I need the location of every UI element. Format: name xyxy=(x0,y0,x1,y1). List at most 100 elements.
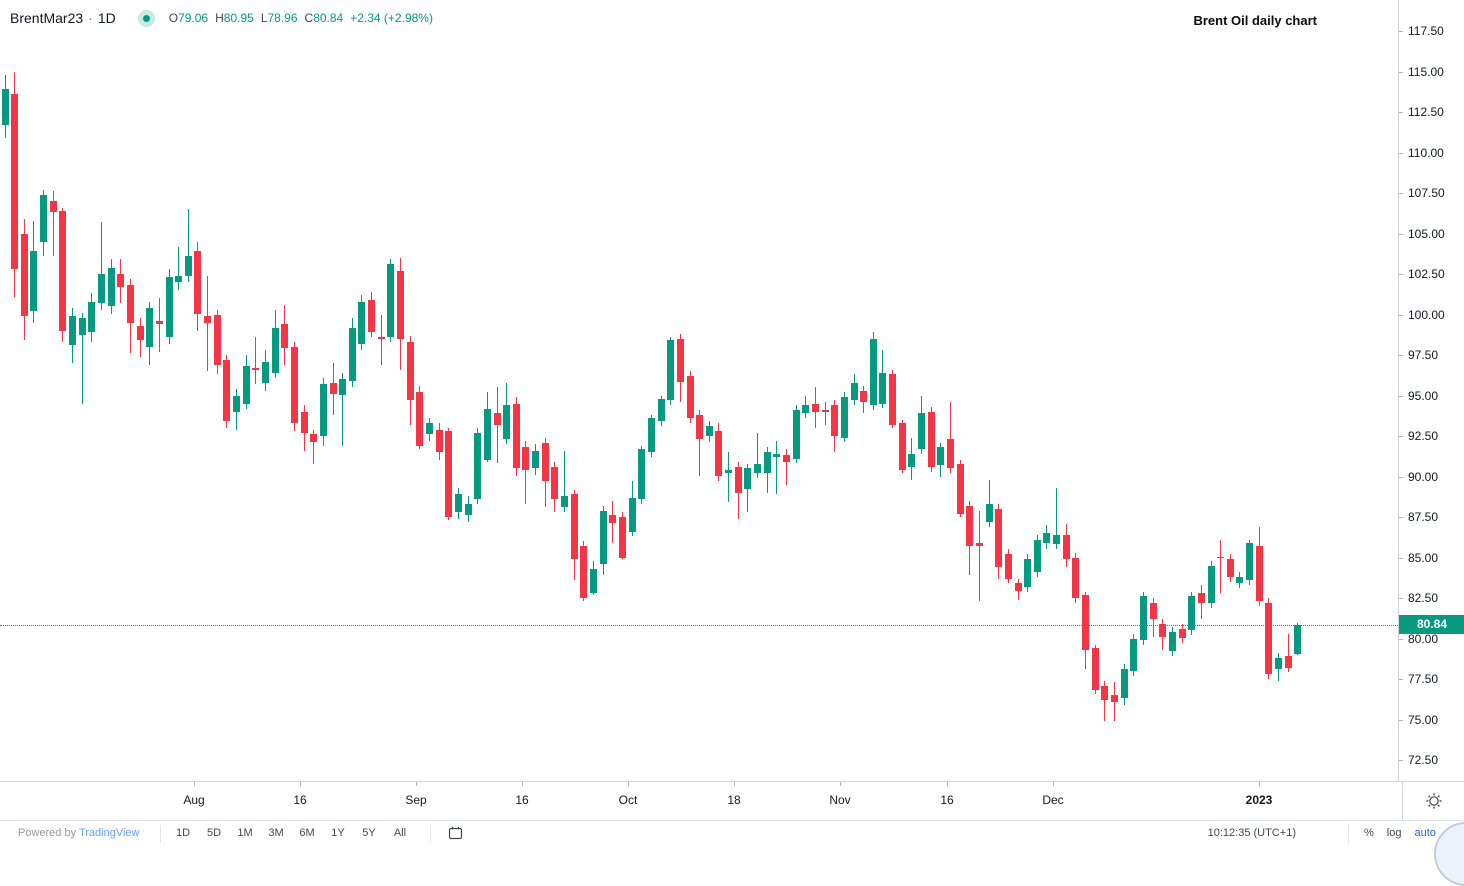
price-axis-tick xyxy=(1399,558,1403,559)
candle-wick xyxy=(178,247,179,291)
time-axis-tick xyxy=(1053,782,1054,786)
candle-body xyxy=(687,376,694,418)
price-axis-label: 100.00 xyxy=(1408,308,1445,322)
toolbar-separator xyxy=(1348,825,1349,843)
candle-body xyxy=(243,366,250,403)
candle-body xyxy=(397,271,404,339)
candle-body xyxy=(571,494,578,559)
candle-body xyxy=(194,251,201,314)
candle-body xyxy=(1236,577,1243,584)
candle-body xyxy=(648,418,655,452)
price-axis-tick xyxy=(1399,598,1403,599)
time-axis-label: 16 xyxy=(515,793,528,807)
candle-body xyxy=(98,274,105,303)
change-readout: +2.34 (+2.98%) xyxy=(350,11,433,25)
candle-body xyxy=(744,468,751,489)
axis-settings-corner[interactable] xyxy=(1402,781,1464,820)
calendar-icon[interactable] xyxy=(448,826,463,843)
candle-body xyxy=(358,302,365,344)
candle-body xyxy=(455,494,462,512)
candle-body xyxy=(966,506,973,547)
candle-body xyxy=(301,412,308,433)
price-axis-label: 85.00 xyxy=(1408,551,1438,565)
candle-body xyxy=(272,328,279,373)
candle-body xyxy=(88,302,95,333)
price-axis-label: 82.50 xyxy=(1408,591,1438,605)
range-button-1m[interactable]: 1M xyxy=(234,827,256,839)
range-button-all[interactable]: All xyxy=(389,827,411,839)
price-axis-label: 72.50 xyxy=(1408,753,1438,767)
time-axis-tick xyxy=(1259,782,1260,786)
toolbar-separator xyxy=(430,825,431,843)
time-axis-tick xyxy=(628,782,629,786)
legend-separator: · xyxy=(88,10,93,26)
scale-button-percent[interactable]: % xyxy=(1364,827,1374,839)
candle-body xyxy=(40,195,47,242)
tradingview-link[interactable]: TradingView xyxy=(79,827,140,839)
candle-body xyxy=(233,396,240,412)
candle-body xyxy=(69,316,76,345)
ohlc-item: C80.84 xyxy=(305,11,344,25)
range-button-1y[interactable]: 1Y xyxy=(327,827,349,839)
candle-body xyxy=(590,569,597,593)
candle-body xyxy=(416,392,423,446)
candle-body xyxy=(1101,686,1108,701)
candle-body xyxy=(1265,603,1272,674)
ohlc-key: O xyxy=(169,11,178,25)
symbol-title[interactable]: BrentMar23 xyxy=(10,10,83,26)
candle-body xyxy=(117,274,124,287)
candle-body xyxy=(79,318,86,336)
price-axis-label: 110.00 xyxy=(1408,146,1444,160)
candle-body xyxy=(995,509,1002,567)
ohlc-key: C xyxy=(305,11,314,25)
candle-body xyxy=(542,443,549,482)
candle-body xyxy=(735,467,742,493)
price-axis-tick xyxy=(1399,436,1403,437)
range-button-3m[interactable]: 3M xyxy=(265,827,287,839)
candle-body xyxy=(310,434,317,442)
ohlc-value: 80.84 xyxy=(313,11,343,25)
candle-body xyxy=(185,256,192,275)
candle-wick xyxy=(728,452,729,502)
candle-body xyxy=(667,340,674,400)
candle-body xyxy=(532,451,539,469)
time-axis-label: Oct xyxy=(619,793,638,807)
market-status-dot-icon[interactable] xyxy=(138,10,155,27)
scale-button-log[interactable]: log xyxy=(1387,827,1402,839)
ohlc-key: H xyxy=(215,11,224,25)
scale-button-auto[interactable]: auto xyxy=(1414,827,1435,839)
candle-body xyxy=(658,399,665,422)
candle-wick xyxy=(381,315,382,365)
candle-body xyxy=(1111,695,1118,702)
price-axis-label: 97.50 xyxy=(1408,348,1438,362)
candle-body xyxy=(822,410,829,412)
candle-body xyxy=(696,415,703,439)
candle-body xyxy=(899,423,906,470)
candle-body xyxy=(339,379,346,395)
price-axis-tick xyxy=(1399,193,1403,194)
candle-body xyxy=(1198,593,1205,603)
candle-body xyxy=(1063,535,1070,559)
candle-body xyxy=(609,515,616,523)
range-button-5d[interactable]: 5D xyxy=(203,827,225,839)
interval-label[interactable]: 1D xyxy=(98,10,116,26)
candle-body xyxy=(600,511,607,565)
candle-body xyxy=(937,447,944,465)
candle-wick xyxy=(786,449,787,485)
range-button-5y[interactable]: 5Y xyxy=(358,827,380,839)
candle-wick xyxy=(825,402,826,425)
toolbar-separator xyxy=(160,825,161,843)
price-axis-tick xyxy=(1399,234,1403,235)
candle-body xyxy=(484,409,491,461)
candle-body xyxy=(1092,648,1099,690)
candle-body xyxy=(793,410,800,459)
candle-body xyxy=(1130,639,1137,671)
range-button-6m[interactable]: 6M xyxy=(296,827,318,839)
range-button-1d[interactable]: 1D xyxy=(172,827,194,839)
candle-body xyxy=(349,328,356,382)
candle-wick xyxy=(1220,540,1221,594)
